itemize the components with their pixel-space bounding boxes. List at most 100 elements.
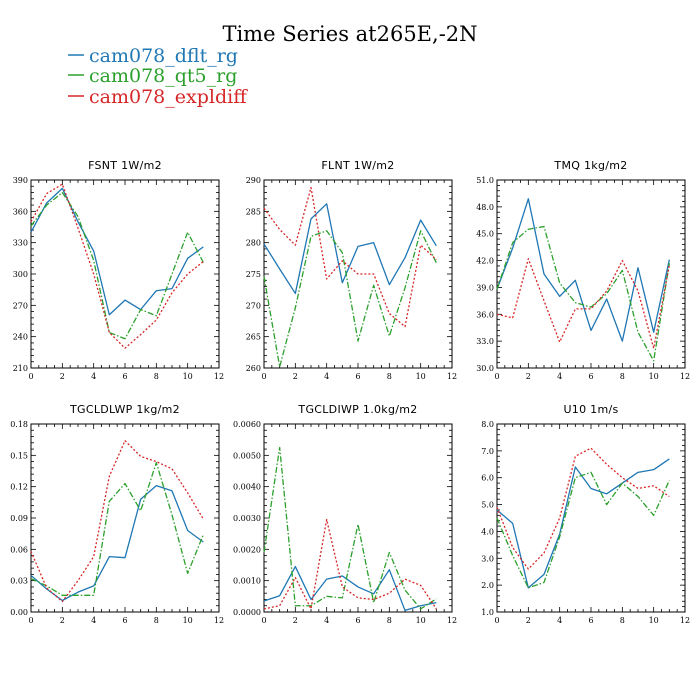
y-tick-label: 0.15 <box>10 451 28 460</box>
x-tick-label: 12 <box>680 616 690 625</box>
x-tick-label: 10 <box>416 372 426 381</box>
x-tick-label: 12 <box>680 372 690 381</box>
x-tick-label: 10 <box>183 616 193 625</box>
x-tick-label: 6 <box>588 616 593 625</box>
x-tick-label: 2 <box>526 616 531 625</box>
y-tick-label: 1.0 <box>481 608 494 617</box>
panels: FSNT 1W/m20 2 4 6 8 10 12210240270300330360390… <box>10 159 690 625</box>
x-tick-label: 6 <box>122 372 127 381</box>
chart-panel-0: FSNT 1W/m2 0 2 4 6 8 10 12 210 240 270 300 330 360 390 <box>13 159 224 381</box>
y-tick-label: 270 <box>13 301 28 310</box>
x-tick-label: 2 <box>526 372 531 381</box>
y-tick-label: 0.0010 <box>233 577 261 586</box>
legend: cam078_dflt_rg cam078_qt5_rg cam078_expl… <box>68 45 248 108</box>
y-tick-label: 0.0040 <box>233 483 261 492</box>
panel-title: FLNT 1W/m2 <box>321 159 394 172</box>
y-tick-label: 360 <box>13 207 28 216</box>
x-tick-label: 4 <box>557 616 562 625</box>
x-tick-label: 2 <box>60 372 65 381</box>
chart-panel-3: TGCLDLWP 1kg/m2 0 2 4 6 8 10 12 0.00 0.03 0.06 0.09… <box>10 403 224 625</box>
x-tick-label: 4 <box>91 616 96 625</box>
plot-frame <box>496 423 686 613</box>
y-tick-label: 290 <box>246 176 261 185</box>
series-line-cam078_expldiff <box>496 258 670 349</box>
y-tick-label: 48.0 <box>476 203 494 212</box>
series-line-cam078_qt5_rg <box>496 471 670 589</box>
y-tick-label: 280 <box>246 239 261 248</box>
y-tick-label: 30.0 <box>476 364 494 373</box>
series-line-cam078_expldiff <box>496 447 670 570</box>
panel-title: TGCLDLWP 1kg/m2 <box>69 403 180 416</box>
y-tick-label: 0.12 <box>10 483 28 492</box>
x-tick-label: 10 <box>649 616 659 625</box>
y-tick-label: 260 <box>246 364 261 373</box>
series-line-cam078_qt5_rg <box>496 225 670 362</box>
y-tick-label: 4.0 <box>481 527 494 536</box>
x-tick-label: 8 <box>620 616 625 625</box>
x-tick-label: 6 <box>355 616 360 625</box>
panel-title: U10 1m/s <box>563 403 618 416</box>
plot-frame <box>30 423 220 613</box>
x-tick-label: 10 <box>183 372 193 381</box>
series-line-cam078_expldiff <box>263 518 437 610</box>
y-tick-label: 0.03 <box>10 577 28 586</box>
y-tick-label: 0.09 <box>10 514 28 523</box>
y-tick-label: 42.0 <box>476 257 494 266</box>
y-tick-label: 2.0 <box>481 581 494 590</box>
y-tick-label: 240 <box>13 333 28 342</box>
x-tick-label: 4 <box>324 372 329 381</box>
series-line-cam078_qt5_rg <box>263 230 437 368</box>
x-tick-label: 8 <box>620 372 625 381</box>
x-tick-label: 4 <box>557 372 562 381</box>
y-tick-label: 270 <box>246 301 261 310</box>
series-line-cam078_dflt_rg <box>30 187 204 316</box>
y-tick-label: 265 <box>246 333 261 342</box>
series-line-cam078_dflt_rg <box>496 458 670 589</box>
chart-panel-2: TMQ 1kg/m2 0 2 4 6 8 10 12 30.0 33.0 36.0 39.0 42.0 4… <box>476 159 690 381</box>
y-tick-label: 0.06 <box>10 545 28 554</box>
panel-title: TMQ 1kg/m2 <box>553 159 627 172</box>
chart-panel-1: FLNT 1W/m2 0 2 4 6 8 10 12 260 265 270 275 280 285 290 <box>246 159 457 381</box>
series-line-cam078_qt5_rg <box>30 191 204 340</box>
x-tick-label: 8 <box>387 616 392 625</box>
y-tick-label: 7.0 <box>481 447 494 456</box>
legend-label-expldiff: cam078_expldiff <box>89 86 248 108</box>
x-tick-label: 12 <box>214 616 224 625</box>
series-line-cam078_qt5_rg <box>30 461 204 596</box>
x-tick-label: 8 <box>387 372 392 381</box>
x-tick-label: 0 <box>494 616 499 625</box>
x-tick-label: 2 <box>293 372 298 381</box>
x-tick-label: 10 <box>649 372 659 381</box>
y-tick-label: 33.0 <box>476 337 494 346</box>
series-line-cam078_expldiff <box>263 186 437 328</box>
legend-label-qt5: cam078_qt5_rg <box>89 65 237 87</box>
y-tick-label: 45.0 <box>476 230 494 239</box>
y-tick-label: 51.0 <box>476 176 494 185</box>
x-tick-label: 2 <box>293 616 298 625</box>
x-tick-label: 6 <box>355 372 360 381</box>
x-tick-label: 4 <box>91 372 96 381</box>
series-line-cam078_qt5_rg <box>263 446 437 610</box>
figure-title: Time Series at265E,-2N <box>222 22 477 46</box>
panel-title: TGCLDIWP 1.0kg/m2 <box>297 403 417 416</box>
y-tick-label: 0.0050 <box>233 451 261 460</box>
y-tick-label: 390 <box>13 176 28 185</box>
panel-title: FSNT 1W/m2 <box>88 159 162 172</box>
y-tick-label: 0.18 <box>10 420 28 429</box>
x-tick-label: 6 <box>122 616 127 625</box>
series-line-cam078_dflt_rg <box>263 565 437 612</box>
x-tick-label: 0 <box>261 372 266 381</box>
y-tick-label: 285 <box>246 207 261 216</box>
series-line-cam078_dflt_rg <box>496 198 670 342</box>
y-tick-label: 0.00 <box>10 608 28 617</box>
y-tick-label: 330 <box>13 239 28 248</box>
x-tick-label: 0 <box>28 616 33 625</box>
y-tick-label: 6.0 <box>481 474 494 483</box>
y-tick-label: 0.0020 <box>233 545 261 554</box>
y-tick-label: 0.0000 <box>233 608 261 617</box>
series-line-cam078_expldiff <box>30 440 204 603</box>
chart-panel-4: TGCLDIWP 1.0kg/m2 0 2 4 6 8 10 12 0.0000 0.0010 0.… <box>233 403 457 625</box>
y-tick-label: 3.0 <box>481 554 494 563</box>
x-tick-label: 12 <box>447 372 457 381</box>
